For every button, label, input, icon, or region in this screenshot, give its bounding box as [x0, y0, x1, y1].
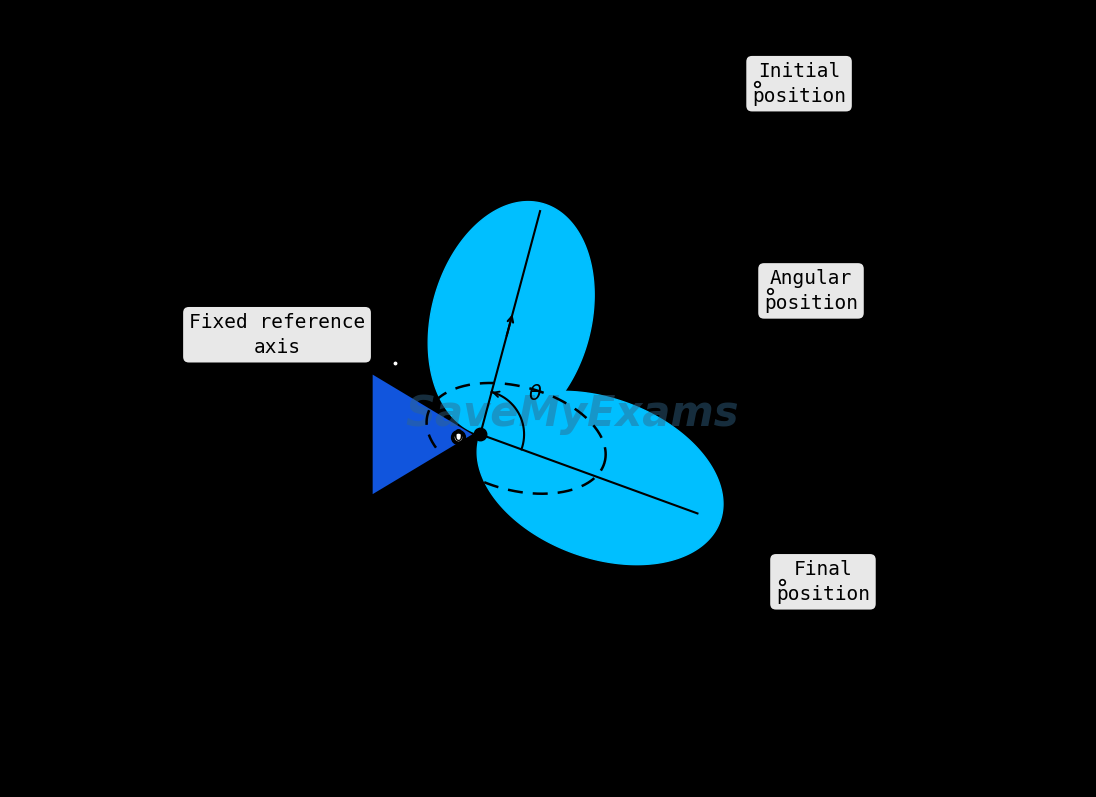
Polygon shape	[477, 391, 723, 564]
Text: Final
position: Final position	[776, 559, 870, 604]
Polygon shape	[373, 375, 472, 494]
Text: Fixed reference
axis: Fixed reference axis	[189, 312, 365, 357]
Text: $\theta$: $\theta$	[528, 384, 543, 404]
Polygon shape	[429, 202, 594, 436]
Text: Angular
position: Angular position	[764, 269, 858, 313]
Text: Initial
position: Initial position	[752, 61, 846, 106]
Text: SaveMyExams: SaveMyExams	[406, 394, 739, 435]
Text: O: O	[454, 430, 463, 444]
